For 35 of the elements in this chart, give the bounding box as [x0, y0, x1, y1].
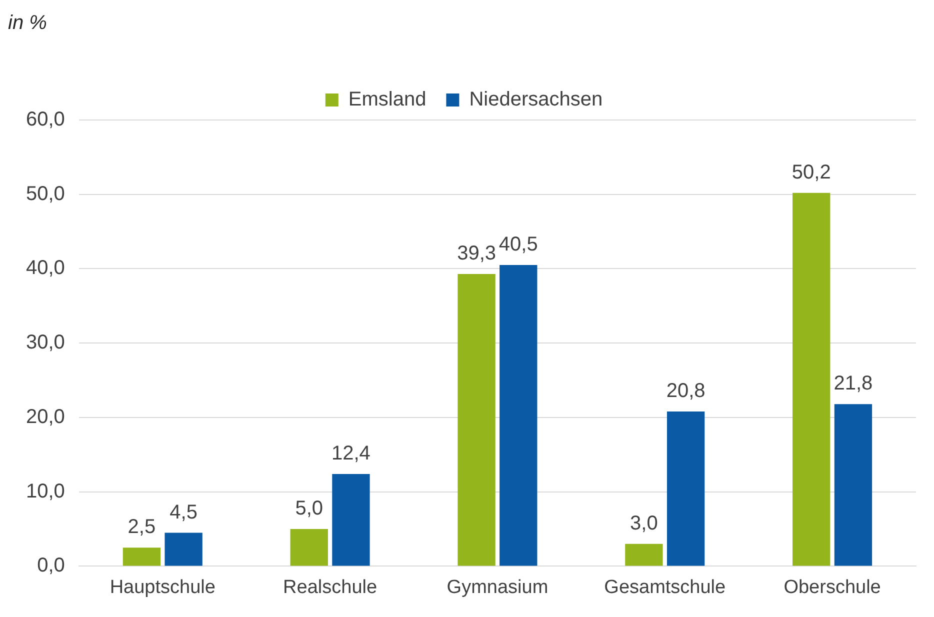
y-tick-label: 20,0: [26, 406, 65, 428]
data-label: 40,5: [498, 234, 538, 256]
x-tick-label: Gymnasium: [446, 576, 548, 598]
legend-label: Niedersachsen: [469, 88, 603, 111]
bar: [290, 529, 328, 566]
data-label: 50,2: [792, 161, 831, 184]
bar: [122, 548, 161, 566]
bar: [332, 474, 370, 566]
x-tick-label: Realschule: [283, 576, 378, 598]
y-tick-label: 50,0: [26, 182, 65, 205]
bar: [834, 404, 872, 566]
data-label: 39,3: [457, 242, 496, 264]
x-tick-label: Hauptschule: [110, 576, 216, 598]
data-label: 21,8: [834, 372, 873, 395]
data-label: 12,4: [332, 442, 370, 464]
bar: [792, 192, 830, 566]
data-label: 5,0: [295, 498, 324, 520]
y-tick-label: 0,0: [37, 554, 65, 577]
data-label: 3,0: [630, 512, 658, 534]
y-tick-label: 60,0: [26, 108, 65, 131]
x-tick-label: Oberschule: [784, 576, 881, 598]
y-tick-label: 40,0: [26, 257, 65, 280]
bar: [625, 544, 663, 566]
x-tick-label: Gesamtschule: [604, 576, 726, 598]
y-tick-label: 10,0: [26, 480, 65, 502]
y-tick-label: 30,0: [26, 332, 65, 354]
data-label: 20,8: [666, 380, 706, 402]
bar: [500, 265, 538, 566]
bar: [666, 412, 705, 566]
bar: [458, 274, 496, 566]
data-label: 4,5: [170, 501, 198, 524]
bar: [164, 532, 202, 566]
legend-label: Emsland: [348, 88, 426, 111]
data-label: 2,5: [128, 516, 156, 538]
y-axis-title: in %: [8, 12, 47, 35]
